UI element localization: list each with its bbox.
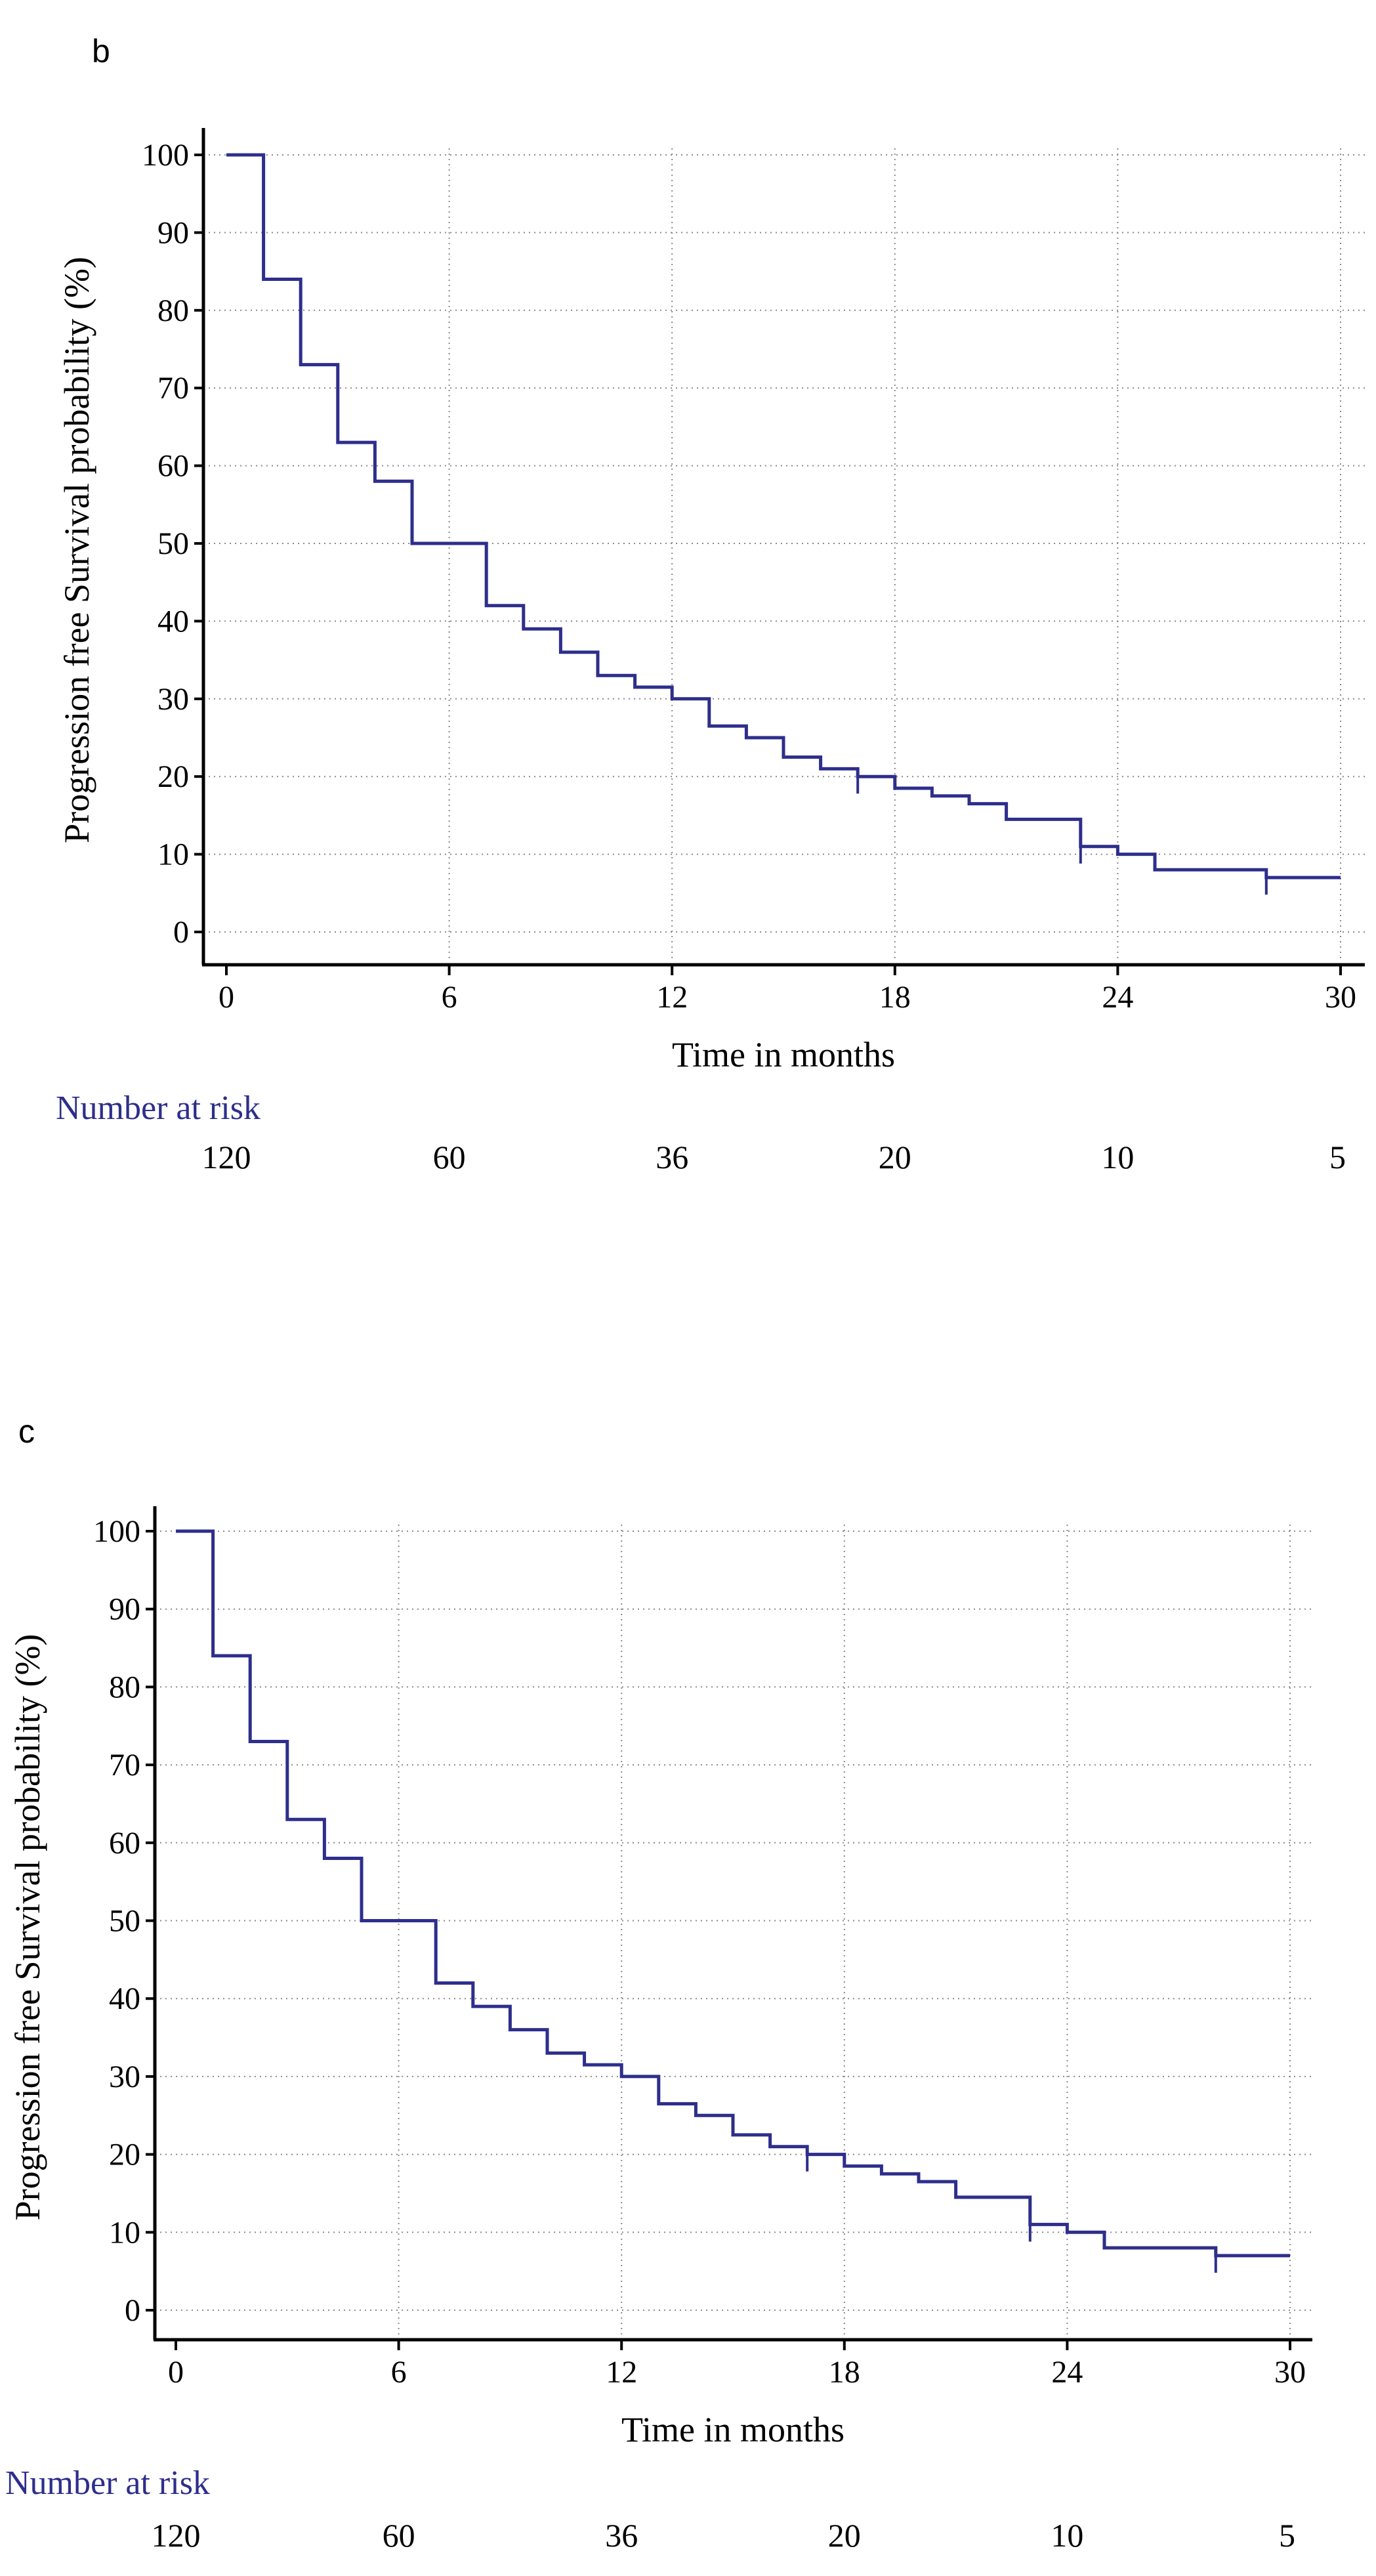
risk-count: 36 <box>605 2517 638 2554</box>
x-tick-label: 30 <box>1325 980 1356 1015</box>
y-tick-label: 80 <box>109 1670 140 1704</box>
risk-count: 20 <box>828 2517 861 2554</box>
x-tick-label: 0 <box>168 2355 184 2390</box>
y-tick-label: 30 <box>109 2059 140 2094</box>
x-tick-label: 18 <box>829 2355 860 2390</box>
y-tick-label: 10 <box>157 837 189 872</box>
x-axis-label: Time in months <box>672 1035 895 1074</box>
risk-count: 10 <box>1101 1139 1134 1175</box>
risk-count: 60 <box>383 2517 415 2554</box>
y-tick-label: 0 <box>125 2293 140 2328</box>
risk-count: 5 <box>1279 2517 1295 2554</box>
y-tick-label: 0 <box>173 915 189 950</box>
y-tick-label: 40 <box>157 604 189 639</box>
x-tick-label: 12 <box>606 2355 637 2390</box>
y-tick-label: 50 <box>109 1904 140 1939</box>
y-tick-label: 100 <box>142 138 189 173</box>
y-axis-label: Progression free Survival probability (%… <box>57 257 96 843</box>
panel-letter: c <box>18 1413 35 1450</box>
risk-count: 20 <box>879 1139 911 1175</box>
y-tick-label: 60 <box>109 1826 140 1861</box>
risk-count: 60 <box>433 1139 466 1175</box>
y-tick-label: 40 <box>109 1981 140 2016</box>
x-tick-label: 24 <box>1051 2355 1083 2390</box>
x-tick-label: 6 <box>391 2355 407 2390</box>
x-tick-label: 0 <box>219 980 234 1015</box>
survival-curve-step-line <box>176 1529 1290 2258</box>
x-tick-label: 6 <box>442 980 457 1015</box>
x-tick-label: 24 <box>1102 980 1133 1015</box>
risk-count: 36 <box>656 1139 688 1175</box>
risk-count: 120 <box>202 1139 251 1175</box>
y-tick-label: 30 <box>157 682 189 717</box>
y-tick-label: 50 <box>157 526 189 561</box>
x-axis-label: Time in months <box>621 2410 844 2449</box>
y-tick-label: 90 <box>157 215 189 250</box>
panel-letter: b <box>92 33 110 70</box>
y-tick-label: 80 <box>157 293 189 328</box>
x-tick-label: 12 <box>656 980 688 1015</box>
y-tick-label: 70 <box>157 371 189 406</box>
y-tick-label: 90 <box>109 1592 140 1627</box>
x-tick-label: 18 <box>879 980 911 1015</box>
risk-table-title: Number at risk <box>5 2464 210 2502</box>
y-tick-label: 10 <box>109 2215 140 2250</box>
risk-table-title: Number at risk <box>56 1089 261 1127</box>
y-tick-label: 20 <box>157 759 189 794</box>
risk-count: 5 <box>1329 1139 1346 1175</box>
y-axis-label: Progression free Survival probability (%… <box>8 1634 47 2221</box>
risk-count: 120 <box>152 2517 201 2554</box>
risk-count: 10 <box>1051 2517 1083 2554</box>
x-tick-label: 30 <box>1274 2355 1306 2390</box>
panel-b-kaplan-meier-chart: b 0 10 20 30 40 50 60 70 80 90 100 0 6 12 18 24 30 Time i… <box>56 33 1365 1175</box>
y-tick-label: 60 <box>157 449 189 484</box>
y-tick-label: 70 <box>109 1748 140 1783</box>
panel-c-kaplan-meier-chart: c 0 10 20 30 40 50 60 70 80 90 100 0 6 12 18 24 30 Time i… <box>5 1413 1312 2554</box>
survival-curve-step-line <box>226 153 1341 879</box>
y-tick-label: 20 <box>109 2138 140 2172</box>
y-tick-label: 100 <box>93 1514 140 1549</box>
